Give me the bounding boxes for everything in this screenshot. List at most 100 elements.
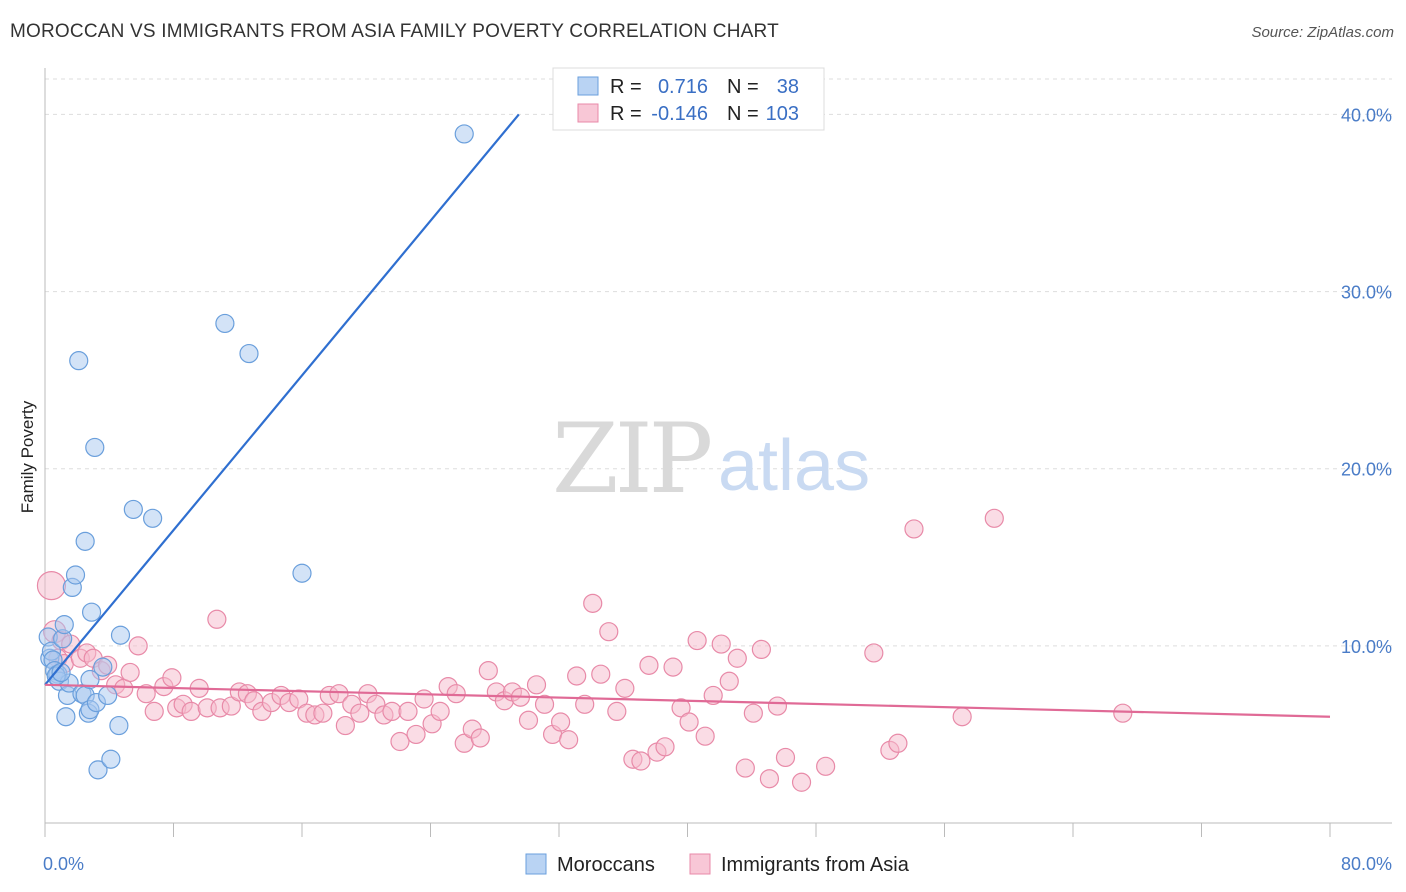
- moroccan-point: [239, 343, 259, 364]
- asia-point: [679, 712, 699, 732]
- asia-point: [775, 747, 796, 768]
- asia-point: [446, 684, 466, 704]
- watermark-atlas: atlas: [718, 426, 870, 506]
- asia-point: [181, 701, 201, 722]
- source-label: Source: ZipAtlas.com: [1251, 24, 1394, 41]
- asia-trend-line: [44, 683, 1331, 718]
- asia-n-value: 103: [766, 103, 799, 125]
- legend-moroccans-label: Moroccans: [557, 854, 655, 876]
- asia-point: [607, 701, 627, 722]
- asia-point: [567, 666, 587, 686]
- asia-point: [615, 678, 635, 698]
- asia-point: [751, 639, 771, 660]
- moroccan-point: [93, 657, 113, 677]
- asia-point: [114, 678, 134, 698]
- moroccan-point: [98, 685, 118, 706]
- asia-point: [791, 772, 812, 792]
- asia-point: [406, 724, 426, 745]
- moroccan-point: [101, 749, 121, 769]
- moroccan-point: [215, 313, 235, 334]
- asia-point: [767, 696, 788, 716]
- asia-point: [382, 701, 402, 722]
- asia-point: [759, 769, 780, 789]
- asia-point: [534, 694, 555, 714]
- asia-n-label: N =: [727, 103, 759, 125]
- asia-point: [631, 751, 651, 771]
- moroccan-point: [81, 602, 102, 622]
- moroccan-point: [454, 124, 474, 144]
- moroccan-point: [54, 614, 74, 635]
- asia-point: [663, 657, 683, 677]
- asia-point: [599, 622, 619, 642]
- moroccan-point: [109, 715, 129, 736]
- asia-point: [162, 668, 182, 688]
- moroccan-point: [292, 563, 312, 583]
- asia-point: [144, 701, 164, 722]
- moroccans-n-label: N =: [727, 76, 759, 98]
- moroccan-point: [110, 625, 131, 645]
- moroccan-point: [75, 531, 95, 551]
- asia-point: [430, 701, 450, 722]
- asia-point: [526, 675, 547, 695]
- asia-point: [711, 634, 731, 654]
- asia-point: [583, 593, 603, 613]
- moroccan-point: [56, 707, 76, 727]
- watermark: ZIP atlas: [552, 403, 870, 515]
- asia-point: [952, 707, 972, 727]
- asia-point: [727, 648, 747, 668]
- moroccan-point: [88, 760, 108, 780]
- asia-point: [591, 664, 611, 684]
- asia-point: [390, 731, 410, 752]
- moroccan-point: [51, 662, 71, 683]
- moroccans-n-value: 38: [777, 76, 799, 98]
- asia-r-value: -0.146: [651, 103, 708, 125]
- y-tick-label: 40.0%: [1341, 105, 1392, 125]
- axes: [44, 68, 1392, 837]
- moroccans-trend-line: [44, 113, 520, 686]
- y-tick-label: 20.0%: [1341, 460, 1392, 480]
- asia-point: [735, 758, 755, 778]
- asia-point: [904, 519, 924, 539]
- asia-point: [687, 630, 707, 651]
- asia-point: [478, 661, 498, 681]
- moroccans-swatch: [577, 76, 599, 96]
- asia-point: [398, 701, 418, 722]
- asia-point: [719, 671, 739, 691]
- asia-point: [575, 694, 595, 714]
- asia-point: [207, 609, 227, 629]
- asia-point: [128, 636, 148, 656]
- asia-point: [864, 643, 884, 663]
- asia-point: [120, 662, 140, 683]
- asia-point: [329, 684, 349, 704]
- asia-swatch: [577, 103, 599, 123]
- x-tick-label-max: 80.0%: [1341, 854, 1392, 874]
- moroccans-r-label: R =: [610, 76, 642, 98]
- series-legend: Moroccans Immigrants from Asia: [525, 853, 910, 876]
- asia-point: [414, 689, 434, 709]
- x-tick-label-min: 0.0%: [43, 854, 84, 874]
- legend-asia-label: Immigrants from Asia: [721, 854, 910, 876]
- asia-point: [703, 685, 723, 706]
- moroccan-point: [65, 565, 86, 585]
- asia-point: [743, 703, 763, 723]
- moroccan-point: [69, 351, 89, 371]
- trend-lines: [44, 113, 1331, 718]
- y-tick-label: 30.0%: [1341, 283, 1392, 303]
- asia-points: [36, 508, 1133, 792]
- moroccan-points: [38, 124, 474, 780]
- asia-point: [695, 726, 715, 746]
- y-axis-label: Family Poverty: [18, 400, 37, 513]
- stats-legend: R = 0.716 N = 38 R = -0.146 N = 103: [552, 67, 825, 131]
- y-tick-label: 10.0%: [1341, 637, 1392, 657]
- asia-point: [136, 684, 156, 704]
- asia-point: [639, 655, 659, 675]
- asia-point: [551, 712, 571, 732]
- asia-point: [984, 508, 1004, 528]
- asia-point: [655, 737, 675, 757]
- moroccans-r-value: 0.716: [658, 76, 708, 98]
- asia-point: [470, 728, 490, 748]
- asia-point: [350, 703, 370, 723]
- asia-r-label: R =: [610, 103, 642, 125]
- moroccan-point: [80, 669, 100, 690]
